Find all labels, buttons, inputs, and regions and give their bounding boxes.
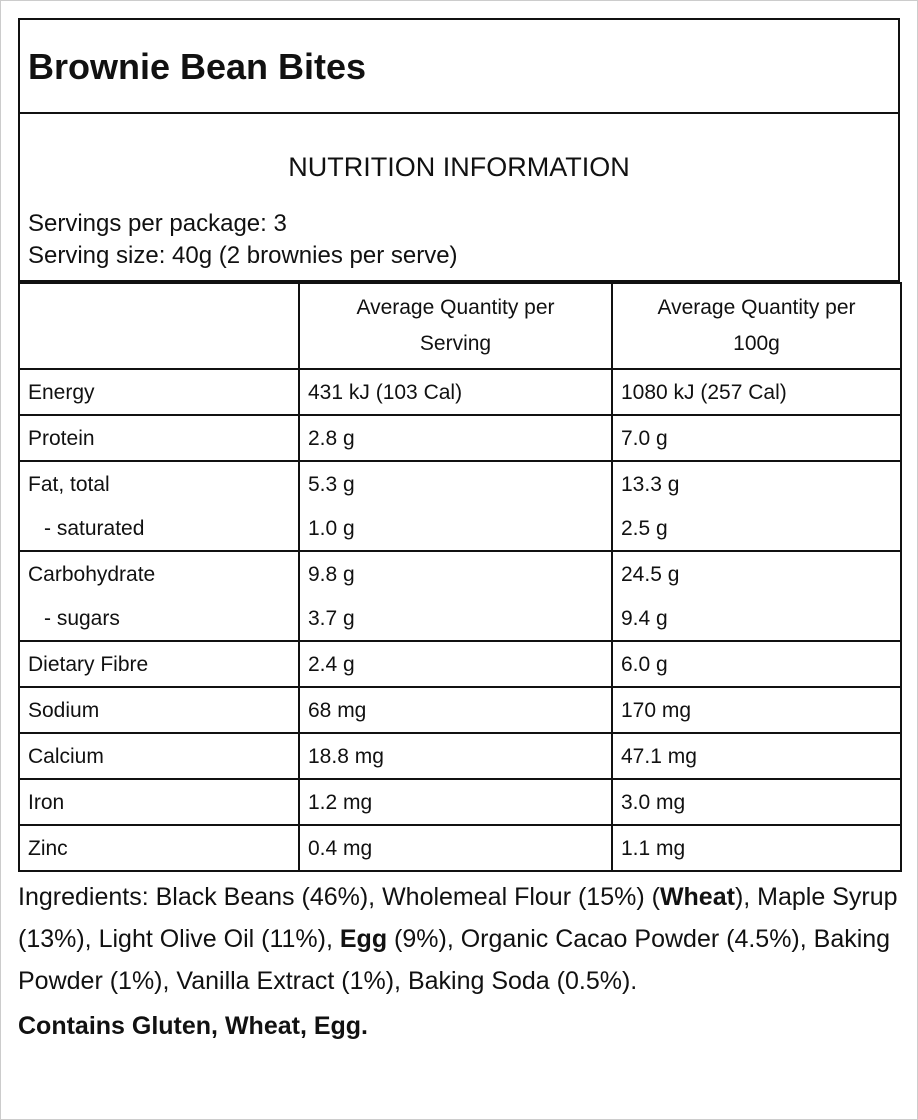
nutrient-row: Protein 2.8 g 7.0 g xyxy=(18,414,902,462)
nutrient-value: 9.8 g 3.7 g xyxy=(298,550,613,642)
cell-line: 431 kJ (103 Cal) xyxy=(308,381,463,404)
nutrient-value: 6.0 g xyxy=(611,640,902,688)
serving-info: Servings per package: 3 Serving size: 40… xyxy=(28,208,458,272)
ingredient-text: Ingredients: Black Beans (46%), Wholemea… xyxy=(18,883,660,911)
nutrient-row: Dietary Fibre 2.4 g 6.0 g xyxy=(18,640,902,688)
cell-line: Protein xyxy=(28,427,95,450)
cell-line: 3.0 mg xyxy=(621,791,686,814)
cell-line: 5.3 g xyxy=(308,473,355,496)
cell-line: 170 mg xyxy=(621,699,692,722)
nutrition-label: Brownie Bean Bites NUTRITION INFORMATION… xyxy=(18,18,902,1044)
cell-line: 9.4 g xyxy=(621,607,668,630)
cell-line: 3.7 g xyxy=(308,607,355,630)
nutrient-name: Sodium xyxy=(18,686,300,734)
nutrient-value: 5.3 g 1.0 g xyxy=(298,460,613,552)
header-cell xyxy=(18,282,300,370)
nutrient-row: Sodium 68 mg 170 mg xyxy=(18,686,902,734)
nutrient-value: 68 mg xyxy=(298,686,613,734)
cell-line: 2.4 g xyxy=(308,653,355,676)
nutrient-value: 1.1 mg xyxy=(611,824,902,872)
cell-line: 9.8 g xyxy=(308,563,355,586)
servings-per-package: Servings per package: 3 xyxy=(28,210,287,237)
cell-line: 2.5 g xyxy=(621,517,668,540)
cell-line: 7.0 g xyxy=(621,427,668,450)
allergen-highlight: Wheat xyxy=(659,883,735,911)
cell-line: 18.8 mg xyxy=(308,745,384,768)
nutrient-name: Iron xyxy=(18,778,300,826)
panel-heading: NUTRITION INFORMATION xyxy=(288,152,630,182)
cell-line: 68 mg xyxy=(308,699,367,722)
nutrient-value: 47.1 mg xyxy=(611,732,902,780)
cell-line: - saturated xyxy=(44,517,145,540)
cell-line: Energy xyxy=(28,381,95,404)
nutrient-row: Energy 431 kJ (103 Cal) 1080 kJ (257 Cal) xyxy=(18,368,902,416)
nutrient-value: 0.4 mg xyxy=(298,824,613,872)
product-title: Brownie Bean Bites xyxy=(28,46,367,87)
nutrient-row: Fat, total - saturated 5.3 g 1.0 g 13.3 g 2.5… xyxy=(18,460,902,552)
ingredient-text: ), Maple Syrup (13%), Light Olive Oil (1… xyxy=(18,883,898,953)
cell-line: 1.0 g xyxy=(308,517,355,540)
cell-line: Sodium xyxy=(28,699,100,722)
nutrient-value: 18.8 mg xyxy=(298,732,613,780)
nutrient-value: 170 mg xyxy=(611,686,902,734)
cell-line: Calcium xyxy=(28,745,104,768)
nutrient-value: 2.8 g xyxy=(298,414,613,462)
cell-line: 2.8 g xyxy=(308,427,355,450)
nutrient-row: Iron 1.2 mg 3.0 mg xyxy=(18,778,902,826)
cell-line: 47.1 mg xyxy=(621,745,697,768)
nutrient-value: 7.0 g xyxy=(611,414,902,462)
cell-line: Carbohydrate xyxy=(28,563,156,586)
nutrient-value: 24.5 g 9.4 g xyxy=(611,550,902,642)
nutrient-name: Carbohydrate - sugars xyxy=(18,550,300,642)
column-header: Average Quantity per 100g xyxy=(611,282,902,370)
column-header: Average Quantity per Serving xyxy=(298,282,613,370)
cell-line: Fat, total xyxy=(28,473,110,496)
serving-size: Serving size: 40g (2 brownies per serve) xyxy=(28,242,458,269)
cell-line: Iron xyxy=(28,791,65,814)
cell-line: 13.3 g xyxy=(621,473,680,496)
nutrient-name: Protein xyxy=(18,414,300,462)
nutrient-value: 13.3 g 2.5 g xyxy=(611,460,902,552)
nutrient-name: Calcium xyxy=(18,732,300,780)
ingredients: Ingredients: Black Beans (46%), Wholemea… xyxy=(18,876,902,1002)
nutrient-name: Zinc xyxy=(18,824,300,872)
cell-line: 1080 kJ (257 Cal) xyxy=(621,381,787,404)
nutrition-table: Average Quantity per Serving Average Quan… xyxy=(18,282,902,872)
nutrient-value: 1.2 mg xyxy=(298,778,613,826)
nutrient-row: Calcium 18.8 mg 47.1 mg xyxy=(18,732,902,780)
nutrient-value: 2.4 g xyxy=(298,640,613,688)
cell-line: 0.4 mg xyxy=(308,837,373,860)
info-box: NUTRITION INFORMATION Servings per packa… xyxy=(18,114,900,282)
nutrient-row: Carbohydrate - sugars 9.8 g 3.7 g 24.5 g 9.4 … xyxy=(18,550,902,642)
table-body: Energy 431 kJ (103 Cal) 1080 kJ (257 Cal) P… xyxy=(18,368,902,872)
nutrient-row: Zinc 0.4 mg 1.1 mg xyxy=(18,824,902,872)
cell-line: 24.5 g xyxy=(621,563,680,586)
nutrient-value: 431 kJ (103 Cal) xyxy=(298,368,613,416)
cell-line: 1.1 mg xyxy=(621,837,686,860)
cell-line: 1.2 mg xyxy=(308,791,373,814)
nutrient-name: Energy xyxy=(18,368,300,416)
cell-line: Zinc xyxy=(28,837,68,860)
nutrient-value: 1080 kJ (257 Cal) xyxy=(611,368,902,416)
title-box: Brownie Bean Bites xyxy=(18,18,900,114)
cell-line: 6.0 g xyxy=(621,653,668,676)
nutrient-name: Dietary Fibre xyxy=(18,640,300,688)
allergens: Contains Gluten, Wheat, Egg. xyxy=(18,1012,368,1040)
header-row: Average Quantity per Serving Average Quan… xyxy=(18,282,902,370)
cell-line: - sugars xyxy=(44,607,120,630)
cell-line: Dietary Fibre xyxy=(28,653,149,676)
nutrient-value: 3.0 mg xyxy=(611,778,902,826)
allergen-highlight: Egg xyxy=(339,925,388,953)
ingredient-text: (9%), Organic Cacao Powder (4.5%), Bakin… xyxy=(18,925,891,995)
nutrient-name: Fat, total - saturated xyxy=(18,460,300,552)
